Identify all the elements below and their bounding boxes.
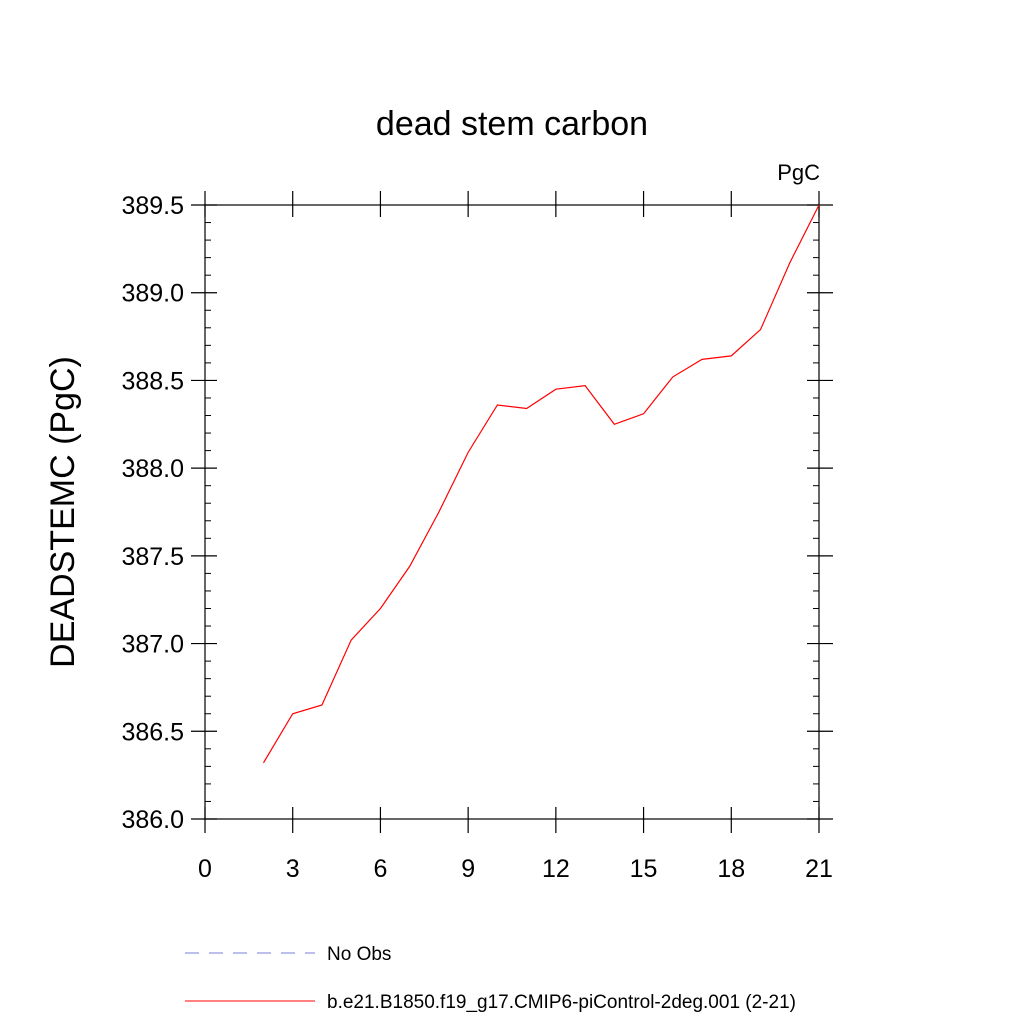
chart-title: dead stem carbon <box>376 105 648 143</box>
y-tick-label: 386.0 <box>121 806 184 834</box>
x-tick-label: 12 <box>542 855 570 883</box>
y-axis-label: DEADSTEMC (PgC) <box>44 356 82 668</box>
plot-frame <box>204 204 820 820</box>
x-tick-label: 21 <box>805 855 833 883</box>
series-line <box>262 204 820 764</box>
x-tick-label: 18 <box>717 855 745 883</box>
y-tick-label: 387.0 <box>121 631 184 659</box>
x-tick-label: 6 <box>373 855 387 883</box>
y-tick-label: 386.5 <box>121 718 184 746</box>
x-tick-label: 0 <box>198 855 212 883</box>
x-tick-label: 9 <box>461 855 475 883</box>
y-tick-label: 389.0 <box>121 280 184 308</box>
y-tick-label: 388.5 <box>121 367 184 395</box>
x-tick-labels: 0 3 6 9 12 15 18 21 <box>198 855 833 883</box>
x-tick-label: 15 <box>630 855 658 883</box>
y-tick-labels: 386.0 386.5 387.0 387.5 388.0 388.5 389.0 389.5 <box>121 192 184 834</box>
legend: No Obs b.e21.B1850.f19_g17.CMIP6-piContr… <box>185 944 796 1013</box>
x-tick-label: 3 <box>286 855 300 883</box>
y-tick-label: 388.0 <box>121 455 184 483</box>
tick-marks <box>191 191 833 833</box>
units-label: PgC <box>777 160 820 185</box>
series-layer <box>262 204 820 764</box>
legend-label-no-obs: No Obs <box>327 944 391 965</box>
y-tick-label: 387.5 <box>121 543 184 571</box>
legend-label-series: b.e21.B1850.f19_g17.CMIP6-piControl-2deg… <box>327 992 796 1013</box>
y-tick-label: 389.5 <box>121 192 184 220</box>
